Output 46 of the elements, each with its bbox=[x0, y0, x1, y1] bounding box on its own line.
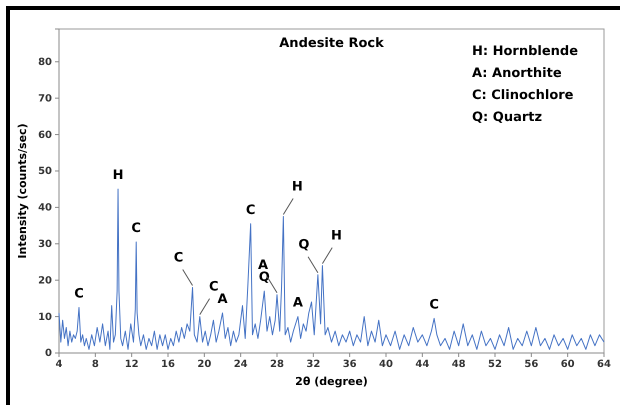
annotation: H: Hornblende bbox=[472, 44, 578, 59]
annotation: C bbox=[74, 286, 84, 302]
annotation: Q bbox=[298, 238, 310, 253]
x-tick-label: 52 bbox=[488, 359, 502, 370]
line-series bbox=[58, 188, 604, 350]
y-axis-title: Intensity (counts/sec) bbox=[16, 123, 29, 259]
annotation: C bbox=[246, 202, 256, 218]
annotation: C bbox=[131, 220, 141, 236]
y-tick-label: 10 bbox=[38, 312, 52, 323]
text: Andesite Rock bbox=[279, 36, 384, 51]
y-tick-label: 50 bbox=[38, 166, 52, 178]
annotation: C: Clinochlore bbox=[472, 88, 574, 103]
x-tick-label: 56 bbox=[524, 359, 538, 370]
annotation: H bbox=[292, 179, 303, 194]
y-tick-label: 20 bbox=[38, 275, 52, 286]
x-axis-title: 2θ (degree) bbox=[295, 375, 368, 388]
annotation: H bbox=[330, 228, 342, 244]
x-tick-label: 44 bbox=[415, 359, 430, 370]
x-tick-label: 60 bbox=[560, 359, 575, 370]
x-tick-label: 64 bbox=[597, 359, 611, 370]
x-tick-label: 12 bbox=[124, 359, 139, 370]
x-tick-label: 40 bbox=[379, 359, 393, 370]
y-tick-label: 0 bbox=[45, 348, 52, 360]
y-tick-label: 80 bbox=[38, 56, 52, 68]
annotation: A bbox=[217, 292, 228, 307]
x-tick-label: 28 bbox=[270, 359, 284, 370]
annotation: A bbox=[292, 296, 303, 311]
y-tick-label: 30 bbox=[38, 238, 52, 250]
annotation: H bbox=[112, 168, 124, 184]
annotation: A: Anorthite bbox=[472, 66, 562, 81]
annotation: C bbox=[429, 297, 439, 312]
annotation: Q bbox=[258, 270, 270, 286]
x-tick-label: 8 bbox=[92, 359, 99, 370]
x-tick-label: 24 bbox=[234, 359, 248, 370]
annotation: C bbox=[174, 250, 184, 266]
x-tick-label: 36 bbox=[342, 359, 357, 370]
x-tick-label: 20 bbox=[197, 359, 212, 370]
y-tick-label: 60 bbox=[38, 130, 52, 141]
annotation: Q: Quartz bbox=[472, 110, 542, 125]
y-tick-label: 40 bbox=[38, 202, 52, 214]
x-tick-label: 16 bbox=[161, 359, 175, 370]
x-tick-label: 4 bbox=[56, 359, 63, 370]
x-tick-label: 48 bbox=[452, 359, 466, 370]
annotation: C bbox=[209, 280, 219, 295]
y-tick-label: 70 bbox=[38, 93, 52, 104]
x-tick-label: 32 bbox=[306, 359, 320, 370]
